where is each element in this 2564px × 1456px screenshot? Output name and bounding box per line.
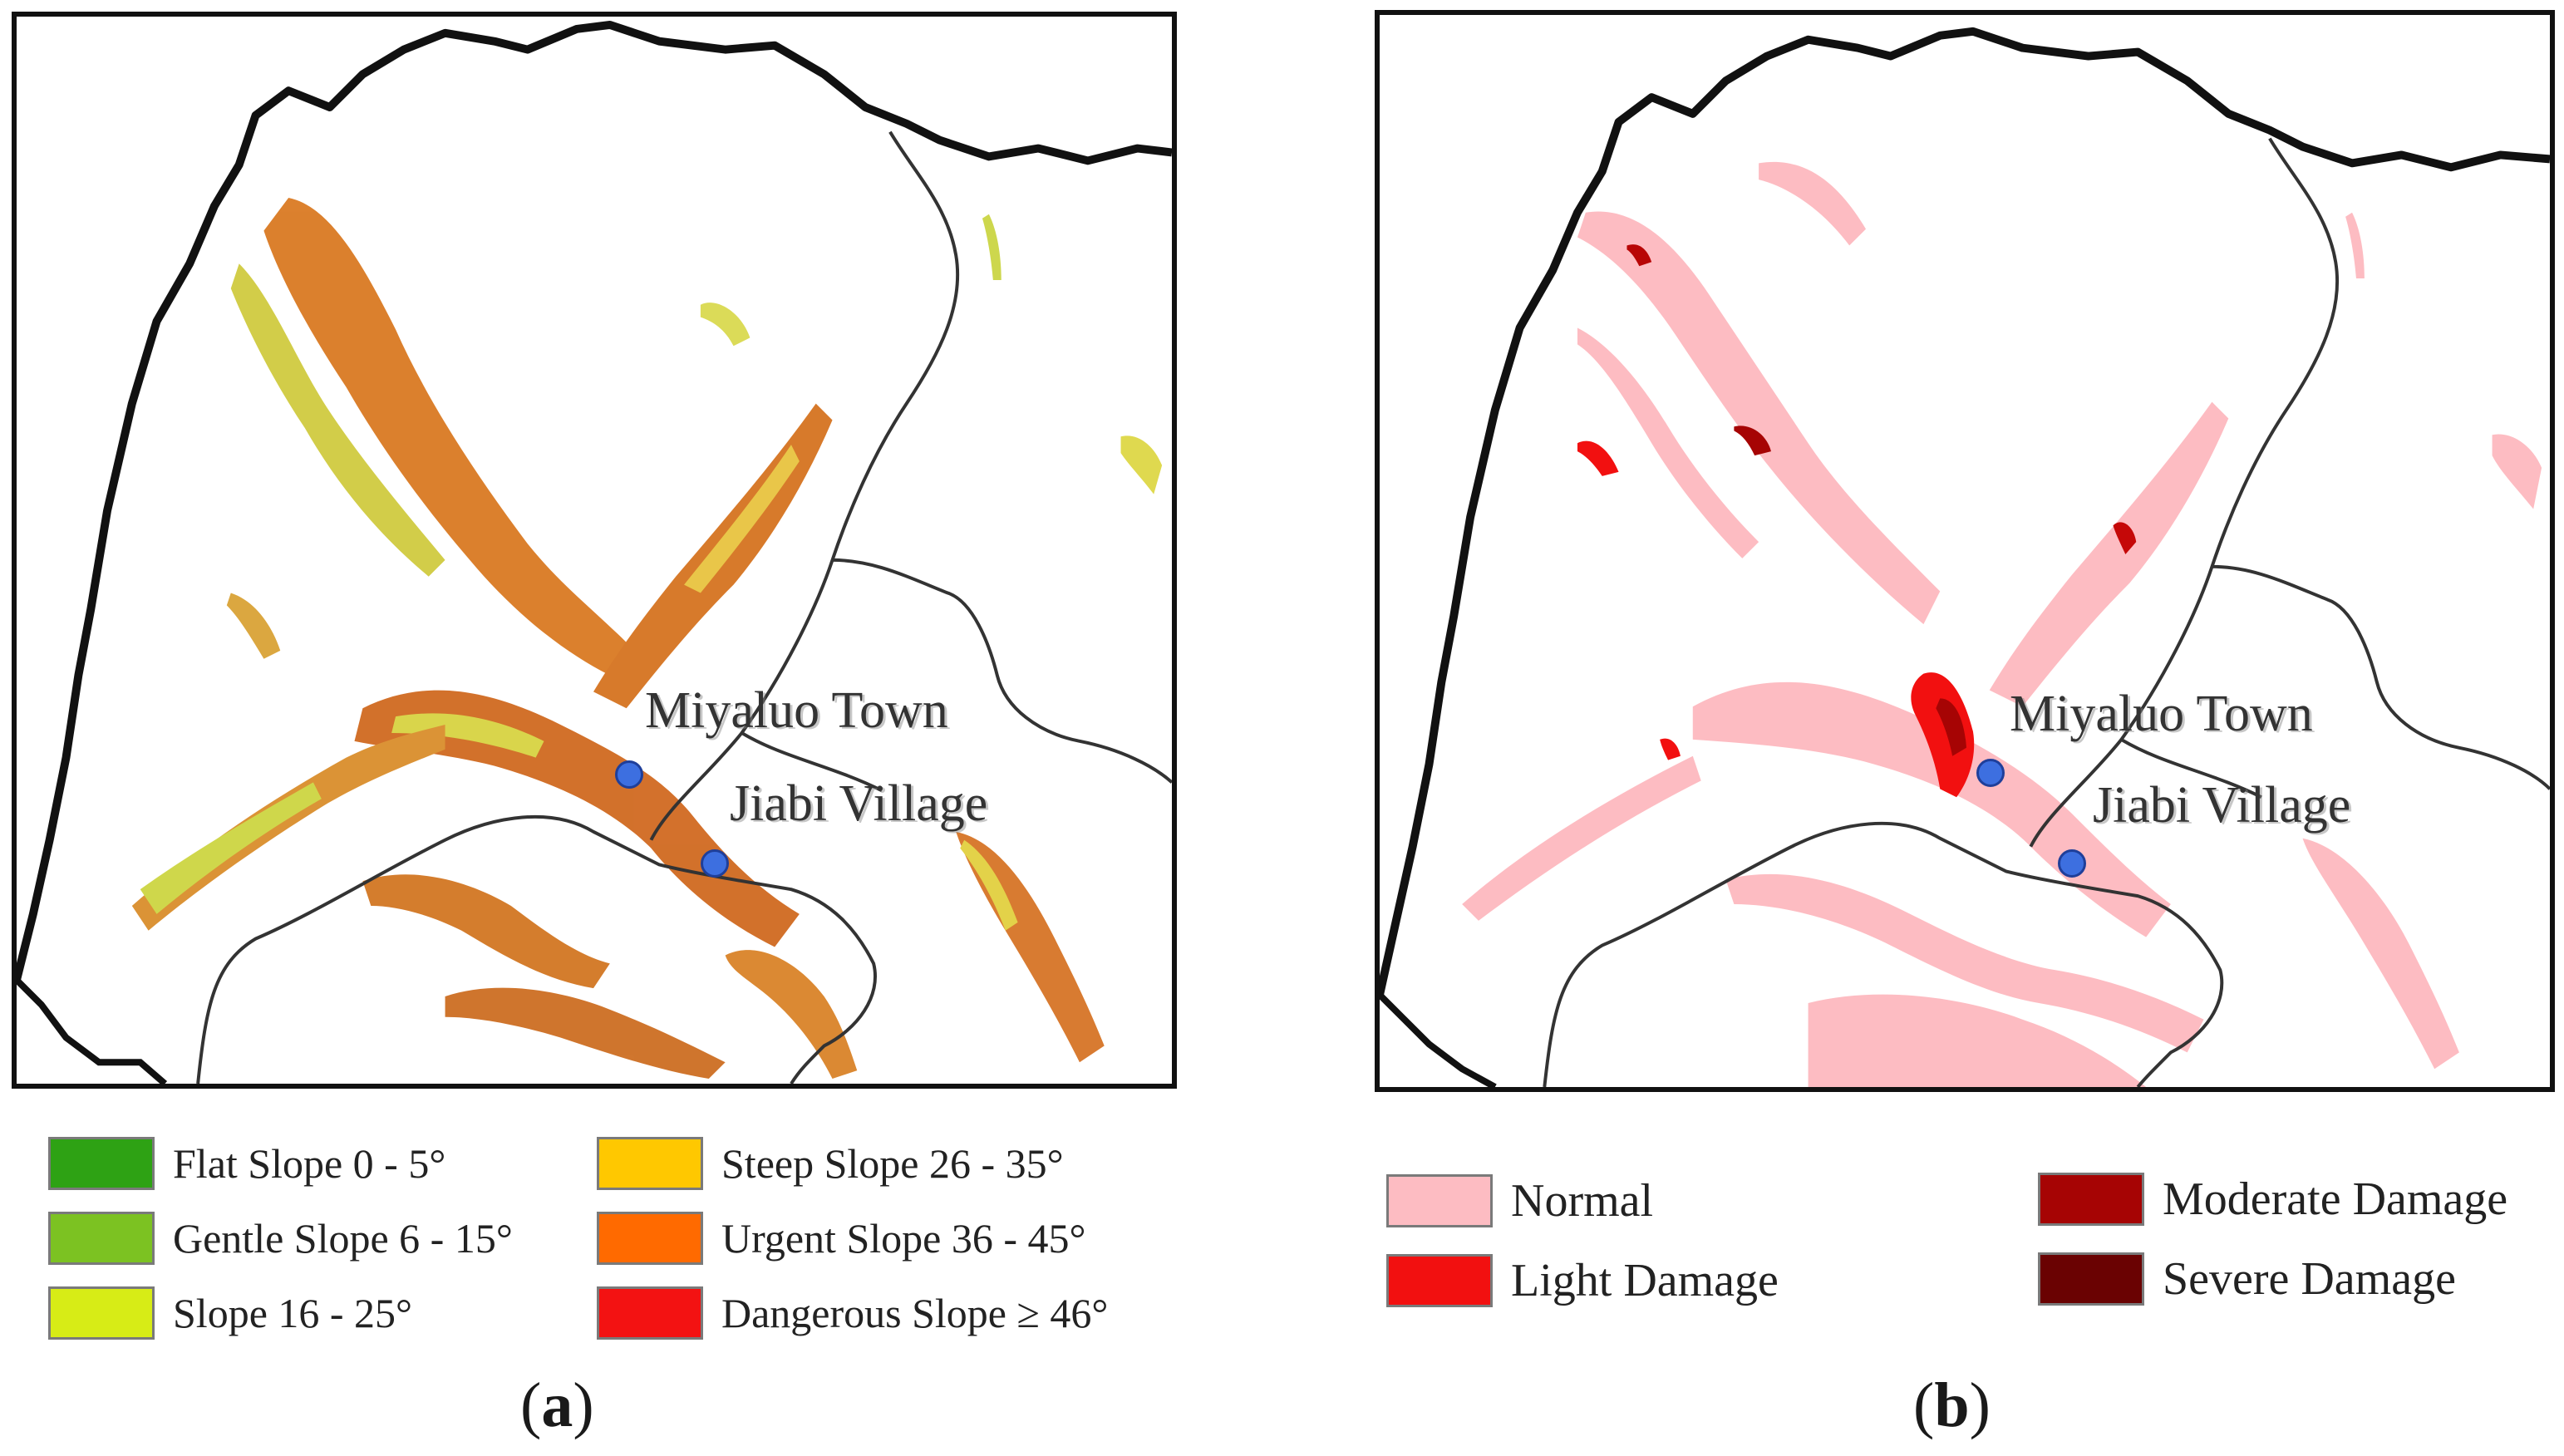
legend-swatch xyxy=(48,1212,155,1265)
place-marker-miyaluo xyxy=(615,760,643,789)
slope-map-canvas xyxy=(17,20,1172,1084)
damage-patch-far-south xyxy=(1808,994,2147,1087)
damage-light-east-ridge xyxy=(2113,522,2137,554)
caption-open: ( xyxy=(520,1370,542,1440)
slope-patch-northwest-ridge xyxy=(263,197,627,676)
slope-patch-center-light xyxy=(391,713,544,758)
slope-patch-northwest-ridge-light xyxy=(230,263,445,577)
river-lines xyxy=(1543,137,2550,1087)
slope-patch-center xyxy=(354,690,800,947)
river-east xyxy=(649,130,960,841)
legend-item-moderate-damage: Moderate Damage xyxy=(2038,1170,2507,1228)
legend-swatch xyxy=(2038,1173,2144,1226)
legend-label: Normal xyxy=(1511,1175,1654,1227)
river-mid-east xyxy=(2120,738,2262,799)
legend-label: Light Damage xyxy=(1511,1255,1779,1306)
damage-patch-south xyxy=(1725,873,2204,1053)
caption-open: ( xyxy=(1913,1370,1935,1440)
legend-label: Moderate Damage xyxy=(2163,1173,2508,1225)
slope-patch-southwest-light xyxy=(140,782,322,914)
legend-item-light-damage: Light Damage xyxy=(1386,1252,1779,1310)
river-east xyxy=(2029,137,2340,848)
legend-label: Severe Damage xyxy=(2163,1253,2456,1305)
damage-light-west-1 xyxy=(1577,440,1619,476)
slope-patch-north-strip xyxy=(982,214,1001,281)
panel-caption-a: (a) xyxy=(520,1370,594,1442)
slope-patch-south xyxy=(445,987,726,1080)
damage-moderate-north xyxy=(1734,425,1771,456)
caption-close: ) xyxy=(573,1370,594,1440)
legend-label: Dangerous Slope ≥ 46° xyxy=(721,1290,1109,1336)
legend-item-dangerous-slope: Dangerous Slope ≥ 46° xyxy=(597,1284,1108,1342)
damage-patch-north-center xyxy=(1759,161,1867,246)
place-label-jiabi: Jiabi Village xyxy=(730,775,988,832)
river-south xyxy=(196,814,877,1084)
legend-swatch xyxy=(1386,1254,1493,1307)
damage-patch-east xyxy=(2302,838,2459,1070)
legend-swatch xyxy=(48,1286,155,1340)
caption-letter: b xyxy=(1934,1370,1970,1440)
legend-item-flat-slope: Flat Slope 0 - 5° xyxy=(48,1134,445,1193)
slope-patch-east-light xyxy=(960,839,1018,931)
place-marker-jiabi xyxy=(2058,849,2086,878)
legend-item-severe-damage: Severe Damage xyxy=(2038,1250,2456,1308)
basin-boundary-west-lower xyxy=(1380,992,1497,1087)
legend-swatch xyxy=(597,1137,703,1190)
slope-patch-west-small xyxy=(226,593,281,659)
place-label-miyaluo: Miyaluo Town xyxy=(2010,686,2313,742)
legend-item-normal: Normal xyxy=(1386,1172,1653,1230)
legend-swatch xyxy=(597,1286,703,1340)
damage-light-southwest xyxy=(1660,738,1681,760)
damage-map-panel: Miyaluo Town Jiabi Village xyxy=(1375,10,2555,1092)
river-southeast xyxy=(832,558,1172,784)
river-mid-east xyxy=(741,731,883,793)
slope-patch-east-ridge-light xyxy=(684,445,800,593)
damage-patch-southwest xyxy=(1462,755,1701,921)
slope-patches xyxy=(131,197,1163,1080)
caption-letter: a xyxy=(541,1370,573,1440)
basin-boundary-west-lower xyxy=(17,977,168,1084)
legend-swatch xyxy=(48,1137,155,1190)
damage-moderate-center xyxy=(1936,698,1966,756)
legend-swatch xyxy=(1386,1174,1493,1227)
river-lines xyxy=(196,130,1172,1084)
legend-label: Steep Slope 26 - 35° xyxy=(721,1140,1064,1187)
legend-swatch xyxy=(597,1212,703,1265)
damage-patch-center xyxy=(1692,681,2171,937)
legend-item-steep-slope: Steep Slope 26 - 35° xyxy=(597,1134,1064,1193)
damage-light-north xyxy=(1626,244,1652,267)
legend-swatch xyxy=(2038,1252,2144,1306)
slope-patch-far-east xyxy=(1120,435,1163,494)
damage-patch-northwest-west xyxy=(1577,327,1759,558)
legend-item-urgent-slope: Urgent Slope 36 - 45° xyxy=(597,1209,1085,1267)
legend-item-slope-16-25: Slope 16 - 25° xyxy=(48,1284,412,1342)
damage-patch-east-ridge xyxy=(1989,401,2229,707)
legend-label: Gentle Slope 6 - 15° xyxy=(173,1215,513,1262)
damage-patch-northwest xyxy=(1577,211,1941,625)
place-marker-miyaluo xyxy=(1976,759,2005,787)
damage-light-center xyxy=(1911,672,1975,798)
slope-patch-southwest-band xyxy=(131,725,445,931)
caption-close: ) xyxy=(1969,1370,1991,1440)
basin-boundary xyxy=(17,20,1172,981)
place-marker-jiabi xyxy=(701,849,729,878)
slope-map-panel: Miyaluo Town Jiabi Village xyxy=(12,12,1177,1089)
legend-label: Urgent Slope 36 - 45° xyxy=(721,1215,1086,1262)
place-label-jiabi: Jiabi Village xyxy=(2093,777,2351,834)
damage-patch-far-east xyxy=(2492,434,2542,509)
legend-label: Flat Slope 0 - 5° xyxy=(173,1140,446,1187)
basin-boundary xyxy=(1380,27,2550,996)
panel-caption-b: (b) xyxy=(1913,1370,1991,1442)
slope-patch-south-east xyxy=(725,950,858,1080)
slope-patch-northeast-small xyxy=(700,303,750,347)
damage-patches xyxy=(1462,161,2542,1087)
legend-label: Slope 16 - 25° xyxy=(173,1290,413,1336)
slope-patch-south-west xyxy=(362,874,610,989)
legend-item-gentle-slope: Gentle Slope 6 - 15° xyxy=(48,1209,513,1267)
river-southeast xyxy=(2212,564,2550,790)
damage-patch-north-strip xyxy=(2345,212,2365,279)
damage-map-canvas xyxy=(1380,27,2550,1087)
river-south xyxy=(1543,821,2224,1087)
place-label-miyaluo: Miyaluo Town xyxy=(645,682,948,739)
